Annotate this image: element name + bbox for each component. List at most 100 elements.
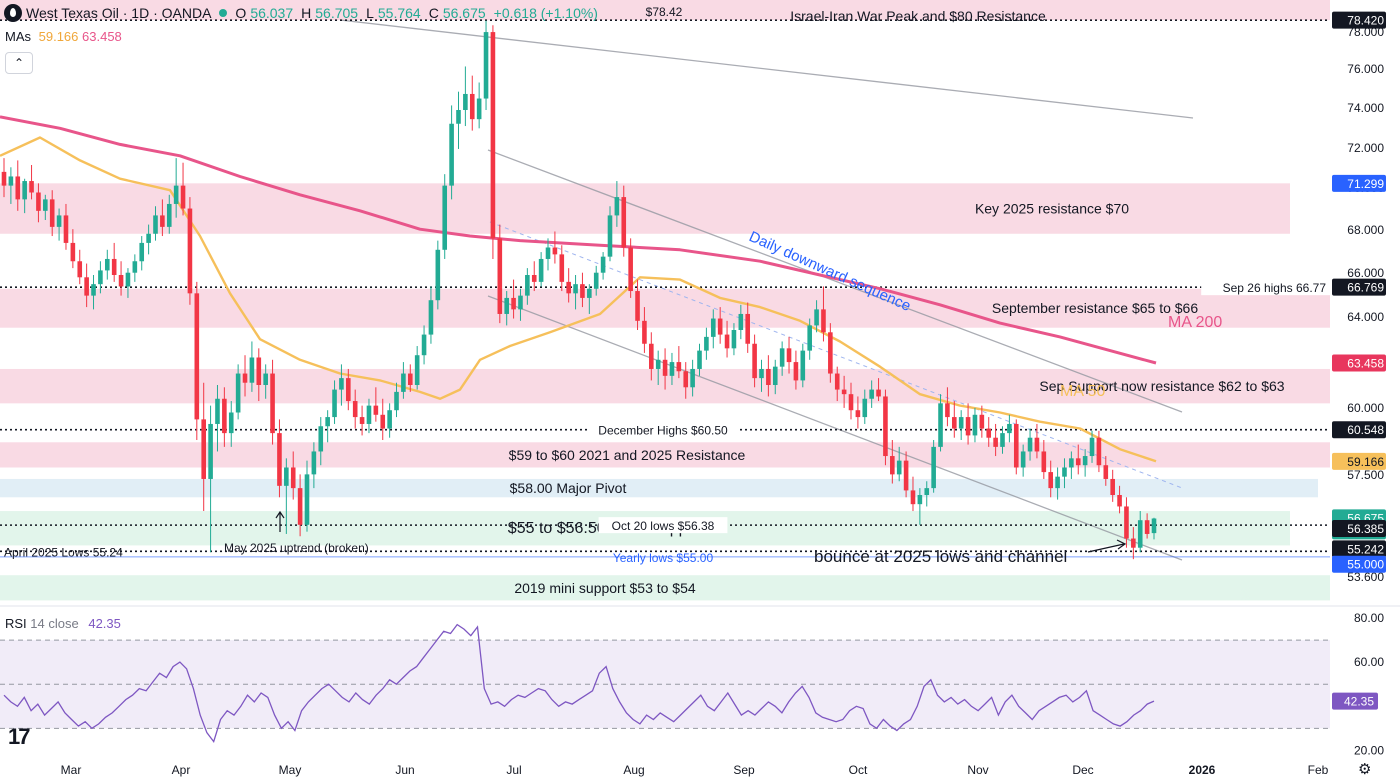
candle <box>662 359 668 376</box>
rsi-label: RSI <box>5 616 27 631</box>
candle <box>70 242 76 262</box>
candle <box>993 437 998 447</box>
price-badge <box>1332 540 1386 558</box>
low-label: L <box>366 5 374 21</box>
candle <box>1110 478 1115 495</box>
candle <box>63 215 69 243</box>
candle <box>814 309 819 326</box>
rsi-params: 14 close <box>30 616 79 631</box>
candle <box>752 343 757 379</box>
candle <box>924 488 930 495</box>
candle <box>676 362 682 372</box>
zone-band <box>0 442 1330 468</box>
candle <box>883 396 888 457</box>
candle <box>717 318 723 335</box>
price-axis: 78.00076.00074.00072.00070.00068.00066.0… <box>1332 11 1386 584</box>
candle <box>607 215 613 257</box>
open-label: O <box>235 5 247 21</box>
gear-icon[interactable]: ⚙ <box>1358 761 1372 778</box>
time-tick-label: Oct <box>849 763 868 777</box>
candle <box>483 32 489 99</box>
candle <box>49 199 55 227</box>
price-badge <box>1332 555 1386 573</box>
price-badge-label: 55.000 <box>1347 558 1384 572</box>
candle <box>456 110 461 124</box>
candle <box>635 291 640 321</box>
ma-legend-label: MAs <box>5 29 31 44</box>
collapse-legend-button[interactable]: ⌃ <box>5 52 33 74</box>
candle <box>669 362 675 376</box>
candle <box>965 417 971 436</box>
candle <box>132 261 138 273</box>
candle <box>1151 518 1157 534</box>
change-value: +0.618 (+1.10%) <box>493 5 598 21</box>
candle <box>222 398 227 434</box>
candle <box>77 261 83 278</box>
candle <box>828 332 833 374</box>
candle <box>43 199 48 211</box>
candle <box>256 357 262 385</box>
price-badge <box>1332 519 1386 537</box>
rsi-value-badge-label: 42.35 <box>1344 695 1374 709</box>
time-tick-label: Jun <box>395 763 414 777</box>
price-tick-label: 72.000 <box>1347 141 1384 155</box>
candle <box>876 389 881 397</box>
candle <box>614 197 620 216</box>
candle <box>8 176 14 186</box>
candle <box>1020 451 1026 468</box>
rsi-tick-label: 20.00 <box>1354 743 1384 757</box>
candle <box>442 185 448 250</box>
candle <box>951 417 957 429</box>
price-tick-label: 76.000 <box>1347 62 1384 76</box>
candle <box>111 258 117 275</box>
level-lines-layer <box>0 19 1330 558</box>
price-badge <box>1332 278 1386 296</box>
candle <box>435 249 441 301</box>
price-tick-label: 53.600 <box>1347 570 1384 584</box>
candle <box>958 417 964 429</box>
candle <box>759 368 764 379</box>
candle <box>807 325 812 351</box>
candle <box>683 371 689 388</box>
price-badge <box>1332 11 1386 29</box>
candle <box>745 313 751 344</box>
price-badge <box>1332 174 1386 192</box>
candle <box>166 203 172 227</box>
ma-legend[interactable]: MAs 59.166 63.458 <box>5 29 122 44</box>
candle <box>531 275 537 282</box>
candle <box>146 233 151 243</box>
candle <box>235 373 241 413</box>
time-tick-label: Nov <box>967 763 988 777</box>
candle <box>194 293 200 420</box>
candle <box>1103 465 1109 479</box>
symbol-title[interactable]: West Texas Oil · 1D · OANDA <box>26 5 212 21</box>
candle <box>1117 495 1122 507</box>
candle <box>125 272 131 287</box>
candle <box>318 426 324 452</box>
candle <box>600 256 606 273</box>
zone-label: $59 to $60 2021 and 2025 Resistance <box>509 447 746 463</box>
price-badge-label: 78.420 <box>1347 14 1384 28</box>
tradingview-logo-icon[interactable]: 17 <box>8 724 31 749</box>
high-label: H <box>301 5 312 21</box>
candle <box>380 414 386 429</box>
candle <box>1013 423 1019 468</box>
candle <box>621 197 627 248</box>
candle <box>1082 456 1088 466</box>
level-label: December Highs $60.50 <box>598 424 728 438</box>
candle <box>986 428 992 438</box>
candle <box>766 368 771 385</box>
candle <box>201 419 207 479</box>
candle <box>208 423 213 479</box>
candle <box>339 378 344 390</box>
rsi-legend[interactable]: RSI 14 close 42.35 <box>5 616 121 631</box>
candle <box>1034 437 1040 452</box>
price-tick-label: 74.000 <box>1347 101 1384 115</box>
candle <box>938 403 943 447</box>
candle <box>1041 451 1047 473</box>
price-badge-label: 59.166 <box>1347 455 1384 469</box>
price-tick-label: 60.000 <box>1347 401 1384 415</box>
candle <box>91 284 96 296</box>
candle <box>56 215 62 227</box>
